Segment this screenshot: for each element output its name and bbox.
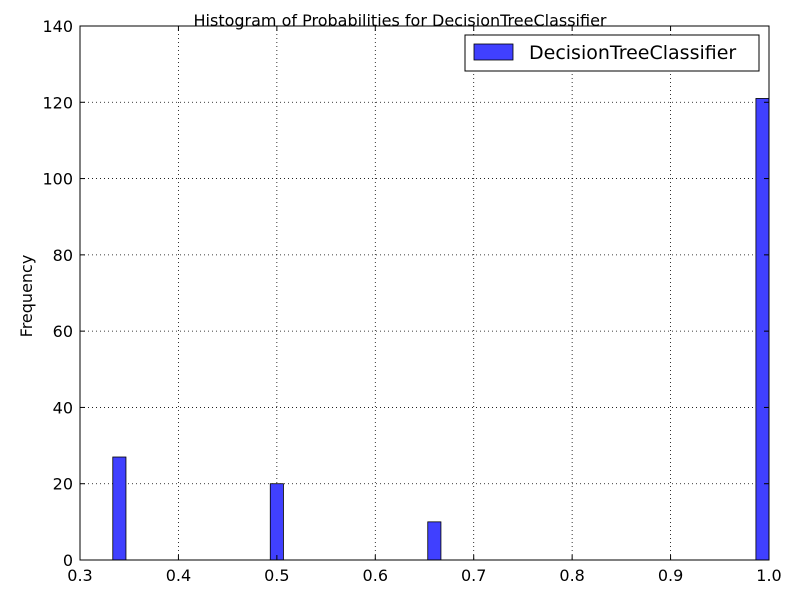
x-tick-label: 0.4	[166, 566, 191, 585]
x-tick-label: 0.9	[658, 566, 683, 585]
x-tick-label: 1.0	[756, 566, 781, 585]
y-tick-label: 40	[53, 398, 73, 417]
x-tick-label: 0.3	[67, 566, 92, 585]
y-tick-label: 100	[42, 170, 73, 189]
axis-ticks	[79, 25, 770, 561]
grid-lines	[80, 26, 769, 560]
histogram-bar	[755, 98, 770, 561]
y-tick-label: 80	[53, 246, 73, 265]
plot-frame	[79, 25, 770, 561]
x-tick-labels: 0.3 0.4 0.5 0.6 0.7 0.8 0.9 1.0	[67, 566, 781, 585]
x-tick-label: 0.5	[264, 566, 289, 585]
x-tick-label: 0.6	[363, 566, 388, 585]
x-tick-label: 0.8	[559, 566, 584, 585]
y-axis-label: Frequency	[17, 255, 36, 338]
y-tick-labels: 0 20 40 60 80 100 120 140	[42, 17, 73, 570]
legend-box	[464, 34, 760, 72]
histogram-bar	[112, 456, 127, 561]
y-tick-label: 140	[42, 17, 73, 36]
y-tick-label: 60	[53, 322, 73, 341]
x-tick-label: 0.7	[461, 566, 486, 585]
chart-title: Histogram of Probabilities for DecisionT…	[194, 11, 607, 30]
y-tick-label: 20	[53, 475, 73, 494]
legend-swatch	[473, 43, 514, 61]
legend-label: DecisionTreeClassifier	[529, 42, 736, 64]
y-tick-label: 0	[63, 551, 73, 570]
histogram-bars	[112, 98, 770, 561]
histogram-bar	[269, 483, 284, 561]
y-tick-label: 120	[42, 93, 73, 112]
legend: DecisionTreeClassifier	[464, 34, 760, 72]
histogram-bar	[427, 521, 442, 561]
